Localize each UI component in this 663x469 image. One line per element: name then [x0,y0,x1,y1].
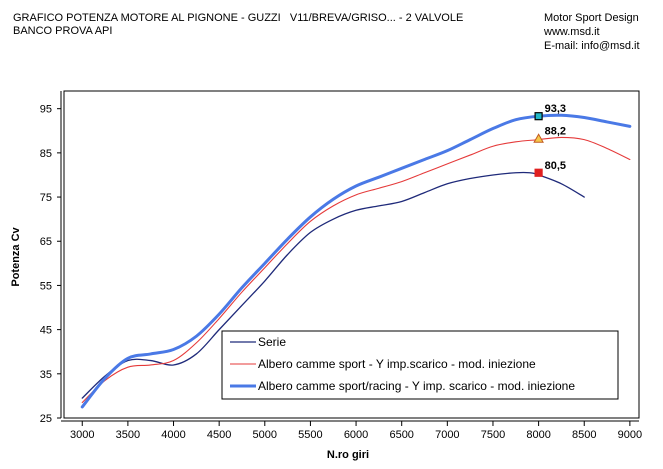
legend-box [221,330,619,400]
y-tick-label: 85 [40,148,52,160]
y-tick-label: 65 [40,236,52,248]
series-line-1 [81,171,585,399]
title-models: V11/BREVA/GRISO... - 2 VALVOLE [289,12,464,24]
peak-marker-3 [534,168,543,177]
company-name: Motor Sport Design [544,12,639,24]
x-tick-label: 6500 [389,429,413,441]
x-ticks: 3000 3500 4000 4500 5000 5500 6000 6500 7000 7500… [70,421,642,441]
plot-frame [63,90,640,419]
x-tick-label: 5000 [253,429,277,441]
peak-label-1: 93,3 [545,103,566,115]
company-email: E-mail: info@msd.it [544,40,640,52]
x-tick-label: 4000 [161,429,185,441]
x-tick-label: 3000 [70,429,94,441]
x-tick-label: 4500 [207,429,231,441]
legend: Serie Albero camme sport - Y imp.scarico … [221,330,619,400]
x-tick-label: 3500 [116,429,140,441]
x-tick-label: 9000 [618,429,642,441]
x-tick-label: 6000 [344,429,368,441]
legend-label-1: Serie [258,335,286,349]
x-tick-label: 5500 [298,429,322,441]
y-tick-label: 25 [40,413,52,425]
y-tick-label: 95 [40,104,52,116]
y-tick-label: 35 [40,369,52,381]
peak-label-2: 88,2 [545,126,566,138]
y-axis-title: Potenza Cv [10,226,22,286]
marker-layer: 93,3 88,2 80,5 [533,103,566,177]
x-tick-label: 8500 [572,429,596,441]
x-tick-label: 7000 [435,429,459,441]
y-tick-label: 75 [40,192,52,204]
x-tick-label: 7500 [481,429,505,441]
legend-label-2: Albero camme sport - Y imp.scarico - mod… [258,357,536,371]
peak-marker-2 [533,133,544,143]
legend-label-3: Albero camme sport/racing - Y imp. scari… [258,379,575,393]
chart-title: GRAFICO POTENZA MOTORE AL PIGNONE - GUZZ… [13,12,463,25]
company-website: www.msd.it [544,26,600,38]
y-tick-label: 45 [40,325,52,337]
peak-marker-1 [534,112,543,121]
title-line1: GRAFICO POTENZA MOTORE AL PIGNONE - GUZZ… [13,12,281,24]
x-tick-label: 8000 [526,429,550,441]
x-axis-title: N.ro giri [327,449,369,461]
chart-subtitle: BANCO PROVA API [13,25,113,37]
peak-label-3: 80,5 [545,160,566,172]
y-tick-label: 55 [40,280,52,292]
y-ticks: 25 35 45 55 65 75 85 95 [40,104,61,425]
